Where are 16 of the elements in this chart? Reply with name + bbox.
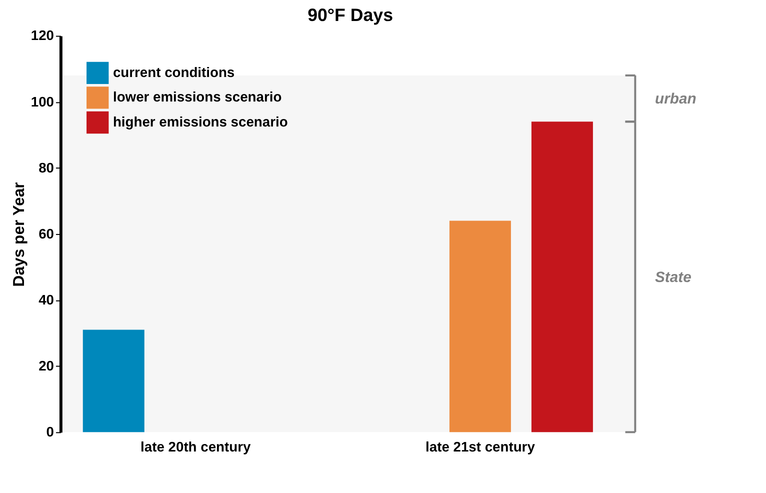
y-tick-label: 80	[38, 159, 54, 176]
legend-label: lower emissions scenario	[112, 88, 282, 105]
y-tick-label: 60	[38, 225, 54, 242]
legend-label: current conditions	[112, 64, 235, 80]
band-label: State	[655, 270, 692, 286]
y-tick-label: 100	[30, 93, 54, 110]
band-label: urban	[655, 91, 696, 108]
y-tick-label: 20	[38, 358, 54, 374]
y-tick-label: 40	[38, 291, 54, 308]
chart-title: 90°F Days	[308, 4, 394, 25]
legend-label: higher emissions scenario	[112, 113, 288, 130]
y-axis-title: Days per Year	[10, 182, 28, 287]
y-tick-label: 0	[46, 424, 54, 440]
y-tick-label: 120	[30, 27, 54, 44]
x-tick-label: late 20th century	[140, 438, 251, 454]
x-tick-label: late 21st century	[426, 438, 536, 454]
